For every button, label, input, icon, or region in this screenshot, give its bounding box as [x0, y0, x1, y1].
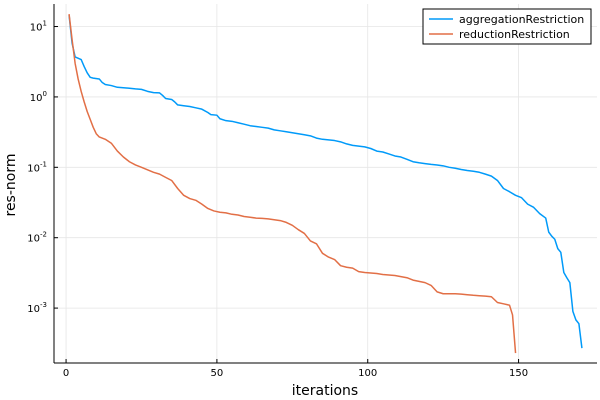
y-tick-label: 10-1 [27, 160, 47, 174]
axes [53, 4, 597, 364]
series-layer [68, 14, 583, 354]
grid [54, 4, 597, 363]
y-tick-label: 10-3 [27, 301, 47, 315]
y-tick-exponent: -3 [40, 301, 47, 309]
y-tick-exponent: 1 [43, 20, 47, 28]
y-tick-label: 101 [30, 20, 47, 34]
y-tick-exponent: 0 [43, 90, 47, 98]
y-tick-label: 10-2 [27, 231, 47, 245]
y-axis-title: res-norm [3, 154, 19, 217]
y-tick-base: 10 [30, 93, 43, 104]
legend-label-1: aggregationRestriction [459, 13, 584, 26]
y-tick-exponent: -1 [40, 160, 47, 168]
x-axis-title: iterations [292, 383, 358, 399]
series-line-1 [68, 15, 583, 349]
series-line-2 [68, 14, 517, 354]
x-tick-label: 100 [358, 368, 377, 379]
y-tick-base: 10 [27, 234, 40, 245]
y-tick-exponent: -2 [40, 231, 47, 239]
y-tick-base: 10 [27, 304, 40, 315]
x-tick-label: 50 [211, 368, 224, 379]
y-tick-label: 100 [30, 90, 47, 104]
y-tick-base: 10 [30, 23, 43, 34]
x-ticks: 0 50 100 150 [63, 359, 528, 379]
x-tick-label: 150 [509, 368, 528, 379]
x-tick-label: 0 [63, 368, 69, 379]
legend-label-2: reductionRestriction [459, 28, 570, 41]
legend-box [422, 8, 592, 45]
legend: aggregationRestriction reductionRestricti… [422, 8, 592, 45]
y-tick-base: 10 [27, 163, 40, 174]
